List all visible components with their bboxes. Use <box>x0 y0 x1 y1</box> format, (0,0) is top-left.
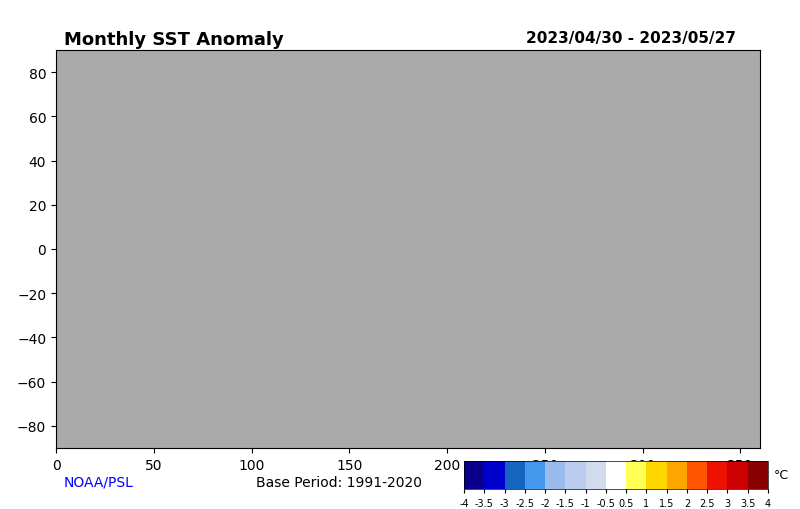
Text: Base Period: 1991-2020: Base Period: 1991-2020 <box>256 475 422 489</box>
Text: 2023/04/30 - 2023/05/27: 2023/04/30 - 2023/05/27 <box>526 31 736 45</box>
Text: NOAA/PSL: NOAA/PSL <box>64 475 134 489</box>
Text: Monthly SST Anomaly: Monthly SST Anomaly <box>64 31 284 48</box>
Text: °C: °C <box>774 468 790 481</box>
